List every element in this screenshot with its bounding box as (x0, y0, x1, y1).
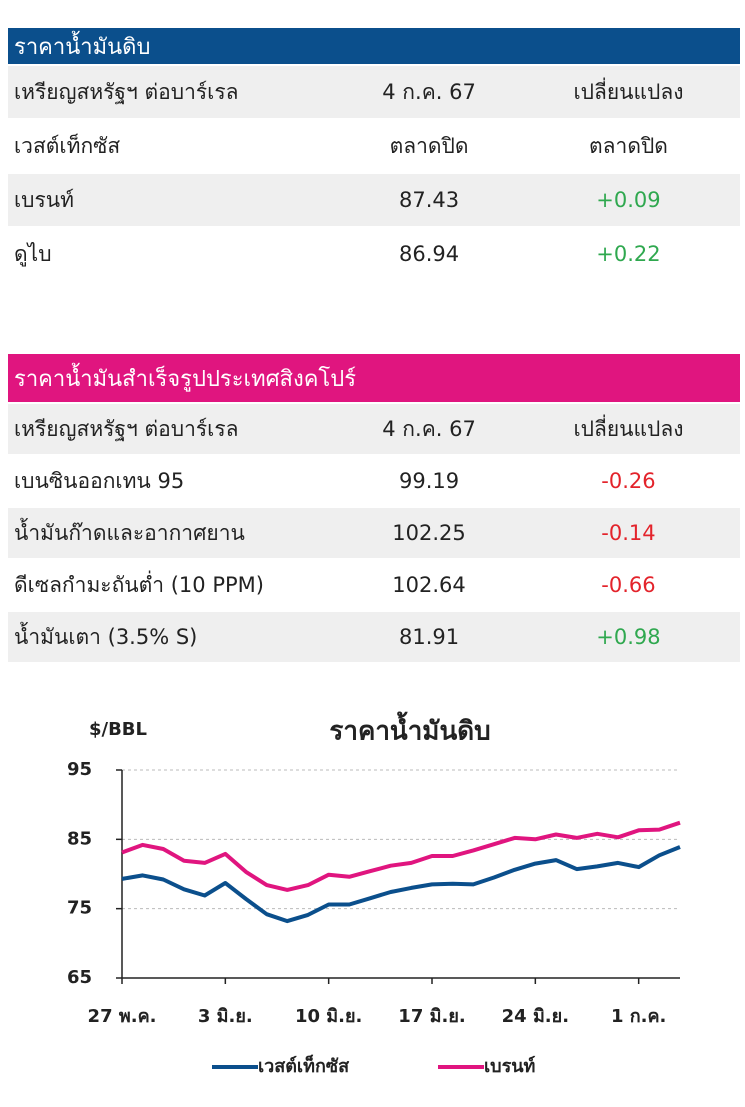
table-row: เหรียญสหรัฐฯ ต่อบาร์เรล 4 ก.ค. 67 เปลี่ยนแ… (8, 404, 740, 454)
table-cell: เบนซินออกเทน 95 (14, 468, 185, 493)
table-cell: น้ำมันก๊าดและอากาศยาน (14, 520, 245, 545)
table-cell: 87.43 (398, 188, 460, 212)
table-cell: +0.09 (596, 188, 661, 212)
chart: $/BBL ราคาน้ำมันดิบ 65 75 85 95 27 พ.ค. 3 มิ.… (67, 711, 681, 1077)
series-line (121, 820, 681, 892)
table-cell: เปลี่ยนแปลง (573, 79, 684, 104)
table-cell: 99.19 (398, 469, 460, 493)
x-tick-label: 3 มิ.ย. (198, 1006, 253, 1027)
table-row: ดูไบ 86.94 +0.22 (8, 228, 740, 280)
x-tick-label: 24 มิ.ย. (502, 1006, 569, 1027)
legend-label: เวสต์เท็กซัส (258, 1054, 350, 1077)
y-tick-label: 85 (67, 828, 92, 849)
series-line (121, 845, 681, 924)
x-tick-label: 1 ก.ค. (611, 1006, 666, 1027)
table-cell: เปลี่ยนแปลง (573, 416, 684, 441)
x-tick-label: 10 มิ.ย. (295, 1006, 362, 1027)
table-row: เวสต์เท็กซัส ตลาดปิด ตลาดปิด (8, 120, 740, 172)
table-cell: -0.26 (601, 469, 656, 493)
table-row: น้ำมันก๊าดและอากาศยาน 102.25 -0.14 (8, 508, 740, 558)
table-cell: 81.91 (398, 625, 460, 649)
table-cell: +0.22 (596, 242, 661, 266)
table-cell: +0.98 (596, 625, 661, 649)
legend-label: เบรนท์ (484, 1055, 535, 1077)
table-cell: น้ำมันเตา (3.5% S) (14, 624, 198, 649)
table-cell: -0.14 (601, 521, 656, 545)
table-row: ดีเซลกำมะถันต่ำ (10 PPM) 102.64 -0.66 (8, 560, 740, 610)
table-row: เบรนท์ 87.43 +0.09 (8, 174, 740, 226)
y-axis-label: $/BBL (89, 719, 147, 740)
table-cell: ตลาดปิด (389, 133, 469, 158)
x-tick-label: 17 มิ.ย. (398, 1006, 465, 1027)
table-title: ราคาน้ำมันดิบ (8, 28, 740, 64)
table-cell: เบรนท์ (14, 187, 74, 212)
table-row: น้ำมันเตา (3.5% S) 81.91 +0.98 (8, 612, 740, 662)
table-cell: เหรียญสหรัฐฯ ต่อบาร์เรล (14, 416, 239, 441)
table-row: เบนซินออกเทน 95 99.19 -0.26 (8, 456, 740, 506)
table-cell: -0.66 (601, 573, 656, 597)
x-tick-label: 27 พ.ค. (88, 1006, 157, 1027)
table-cell: ดีเซลกำมะถันต่ำ (10 PPM) (14, 572, 264, 597)
crude-table: ราคาน้ำมันดิบ เหรียญสหรัฐฯ ต่อบาร์เรล 4 ก… (8, 28, 740, 280)
table-cell: เหรียญสหรัฐฯ ต่อบาร์เรล (14, 79, 239, 104)
table-cell: 102.25 (392, 521, 466, 545)
table-cell: เวสต์เท็กซัส (14, 133, 121, 158)
table-cell: ดูไบ (14, 241, 52, 266)
table-cell: 102.64 (392, 573, 466, 597)
y-tick-label: 65 (67, 967, 92, 988)
y-tick-label: 75 (67, 898, 92, 919)
table-cell: 4 ก.ค. 67 (382, 79, 476, 104)
table-row: เหรียญสหรัฐฯ ต่อบาร์เรล 4 ก.ค. 67 เปลี่ยนแ… (8, 66, 740, 118)
y-tick-label: 95 (67, 759, 92, 780)
table-cell: 4 ก.ค. 67 (382, 416, 476, 441)
refined-table: ราคาน้ำมันสำเร็จรูปประเทศสิงคโปร์ เหรียญ… (8, 354, 740, 662)
table-title: ราคาน้ำมันสำเร็จรูปประเทศสิงคโปร์ (8, 354, 740, 402)
chart-title: ราคาน้ำมันดิบ (329, 711, 490, 747)
table-cell: ตลาดปิด (589, 133, 668, 158)
table-cell: 86.94 (398, 242, 460, 266)
